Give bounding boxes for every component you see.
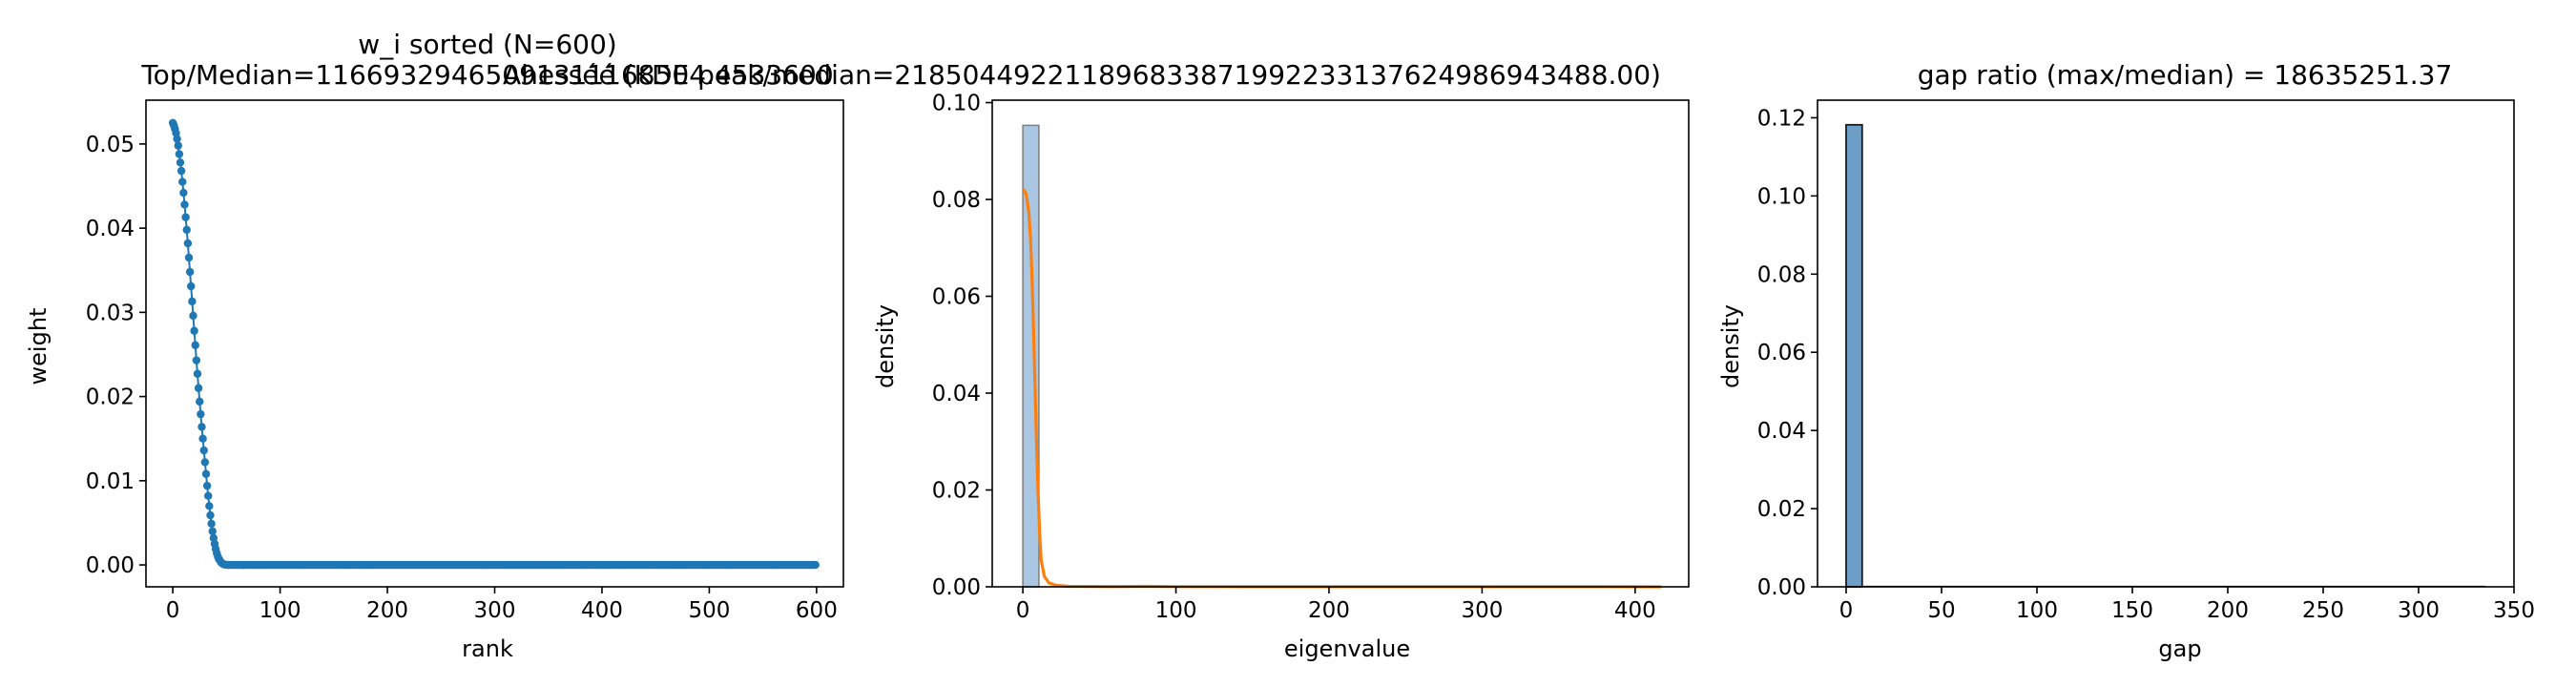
y-tick-label: 0.04 bbox=[1757, 419, 1806, 444]
weight-point bbox=[179, 188, 188, 198]
x-tick-label: 200 bbox=[2207, 598, 2249, 623]
plot-area-gaps: 0 50 100 150 200 250 300 350 0.00 0.02 0.04 0.06 0.0… bbox=[1757, 99, 2535, 623]
y-tick-label: 0.01 bbox=[86, 469, 135, 494]
y-tick-label: 0.04 bbox=[86, 217, 135, 241]
x-tick-label: 300 bbox=[2398, 598, 2440, 623]
y-tick-label: 0.06 bbox=[932, 285, 981, 310]
weight-point bbox=[196, 397, 204, 406]
weight-point bbox=[201, 469, 211, 478]
y-tick-label: 0.00 bbox=[86, 553, 135, 578]
weight-point bbox=[175, 150, 184, 158]
x-tick-label: 0 bbox=[166, 598, 180, 623]
histogram-bar bbox=[1845, 123, 1863, 588]
chart-title: Ahesséé (KDE peak/median=218504492211896… bbox=[503, 59, 1661, 91]
y-tick-label: 0.04 bbox=[932, 382, 981, 406]
weight-point bbox=[202, 481, 212, 490]
x-axis-label: eigenvalue bbox=[1284, 635, 1410, 662]
weight-point bbox=[198, 434, 207, 443]
x-tick-label: 250 bbox=[2302, 598, 2344, 623]
weight-point bbox=[189, 311, 197, 321]
x-tick-label: 350 bbox=[2493, 598, 2535, 623]
x-tick-label: 300 bbox=[1461, 598, 1503, 623]
chart-panel-weights: w_i sorted (N=600) Top/Median=1166932946… bbox=[25, 29, 844, 662]
weight-point bbox=[191, 341, 199, 349]
y-axis-label: density bbox=[1717, 304, 1744, 388]
y-tick-label: 0.00 bbox=[1757, 575, 1806, 600]
weight-point bbox=[187, 281, 196, 291]
weight-point bbox=[182, 225, 191, 235]
axes-frame bbox=[991, 99, 1690, 588]
weight-point bbox=[205, 502, 214, 510]
weight-point bbox=[173, 135, 181, 143]
weight-point bbox=[197, 409, 205, 419]
weight-point bbox=[190, 326, 198, 335]
x-tick-label: 50 bbox=[1927, 598, 1955, 623]
y-tick-label: 0.10 bbox=[932, 92, 981, 116]
y-tick-label: 0.00 bbox=[932, 575, 981, 600]
x-axis-label: gap bbox=[2158, 635, 2201, 662]
y-tick-label: 0.05 bbox=[86, 133, 135, 157]
x-tick-label: 100 bbox=[2016, 598, 2058, 623]
x-tick-label: 0 bbox=[1839, 598, 1854, 623]
y-axis-label: density bbox=[872, 304, 899, 388]
plot-area-weights: 0 100 200 300 400 500 600 0.00 0.01 0.02 0.03 0.04 0… bbox=[86, 99, 844, 623]
weight-point bbox=[193, 369, 202, 378]
weight-point bbox=[200, 458, 210, 467]
chart-panel-eigenvalues: Ahesséé (KDE peak/median=218504492211896… bbox=[503, 59, 1690, 662]
weight-point bbox=[183, 239, 193, 248]
y-tick-label: 0.02 bbox=[1757, 497, 1806, 522]
y-tick-label: 0.08 bbox=[932, 188, 981, 213]
chart-title: gap ratio (max/median) = 18635251.37 bbox=[1918, 59, 2453, 91]
axes-frame bbox=[1817, 99, 2515, 588]
weight-point bbox=[204, 491, 213, 500]
chart-panel-gaps: gap ratio (max/median) = 18635251.37 gap… bbox=[1717, 59, 2535, 662]
weight-point bbox=[192, 356, 201, 364]
x-tick-label: 200 bbox=[1308, 598, 1350, 623]
weight-point bbox=[208, 527, 217, 535]
weight-point bbox=[811, 560, 820, 570]
weight-point bbox=[206, 510, 215, 520]
x-tick-label: 200 bbox=[366, 598, 408, 623]
y-tick-label: 0.08 bbox=[1757, 262, 1806, 287]
y-tick-label: 0.02 bbox=[932, 479, 981, 504]
weight-point bbox=[180, 200, 189, 209]
y-tick-label: 0.06 bbox=[1757, 341, 1806, 365]
weight-point bbox=[184, 253, 194, 262]
weight-point bbox=[199, 446, 208, 455]
weight-point bbox=[188, 297, 197, 306]
x-tick-label: 100 bbox=[1155, 598, 1197, 623]
x-tick-label: 300 bbox=[474, 598, 516, 623]
chart-title: w_i sorted (N=600) bbox=[358, 29, 616, 60]
weight-point bbox=[178, 177, 187, 186]
x-tick-label: 600 bbox=[796, 598, 838, 623]
x-axis-label: rank bbox=[462, 635, 513, 662]
y-tick-label: 0.02 bbox=[86, 385, 135, 410]
x-tick-label: 400 bbox=[1614, 598, 1656, 623]
x-tick-label: 500 bbox=[688, 598, 730, 623]
y-tick-label: 0.03 bbox=[86, 301, 135, 325]
weight-point bbox=[197, 423, 206, 431]
weight-point bbox=[207, 519, 216, 529]
y-tick-label: 0.10 bbox=[1757, 184, 1806, 209]
weight-point bbox=[185, 267, 195, 277]
x-tick-label: 0 bbox=[1016, 598, 1030, 623]
x-tick-label: 100 bbox=[260, 598, 301, 623]
weight-point bbox=[181, 213, 190, 221]
y-axis-label: weight bbox=[25, 308, 52, 385]
weight-point bbox=[176, 158, 185, 167]
weight-point bbox=[194, 384, 203, 392]
weight-point bbox=[177, 166, 186, 176]
chart-subtitle: Top/Median=11669329465091311168504.45336… bbox=[140, 59, 833, 91]
x-tick-label: 400 bbox=[581, 598, 623, 623]
plot-area-eigenvalues: 0 100 200 300 400 0.00 0.02 0.04 0.06 0.08 0.10 bbox=[932, 92, 1690, 623]
weight-point bbox=[174, 141, 182, 150]
y-tick-label: 0.12 bbox=[1757, 106, 1806, 131]
x-tick-label: 150 bbox=[2111, 598, 2153, 623]
